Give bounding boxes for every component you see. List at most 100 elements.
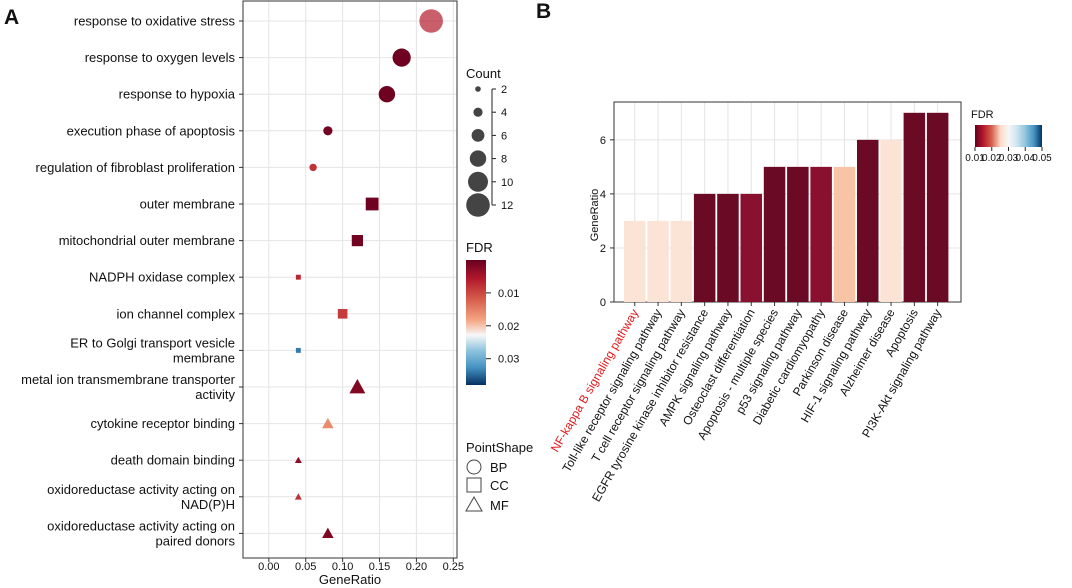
fdr-legend-b: FDR 0.010.020.030.040.05 xyxy=(965,109,1052,164)
bar xyxy=(740,193,762,302)
count-legend-dot xyxy=(469,150,487,167)
bar xyxy=(670,220,693,302)
cc-shape-icon xyxy=(466,477,482,493)
term-label: outer membrane xyxy=(140,197,235,212)
shape-legend: PointShape BP CC MF xyxy=(465,440,533,513)
dot-plot-grid xyxy=(243,1,457,558)
term-points xyxy=(294,9,443,538)
term-label-line: ion channel complex xyxy=(116,306,235,321)
fdr-legend-b-title: FDR xyxy=(971,109,994,121)
shape-legend-mf: MF xyxy=(490,498,509,513)
fdr-b-tick-label: 0.04 xyxy=(1016,153,1036,164)
count-legend: Count 2 4 6 8 10 12 xyxy=(466,66,513,217)
count-legend-title: Count xyxy=(466,66,501,81)
bar xyxy=(647,220,669,302)
term-label: response to hypoxia xyxy=(119,87,236,102)
term-point-cc xyxy=(351,235,363,247)
term-labels: response to oxidative stress response to … xyxy=(21,14,243,548)
count-legend-dot xyxy=(468,171,488,192)
bar xyxy=(693,193,716,302)
term-label-line: metal ion transmembrane transporter xyxy=(21,372,236,387)
shape-legend-bp: BP xyxy=(490,460,507,475)
term-label: cytokine receptor binding xyxy=(90,416,235,431)
y-axis-ticks: 0 2 4 6 xyxy=(600,135,614,309)
bar xyxy=(880,139,902,302)
bar xyxy=(810,166,832,302)
term-point-mf xyxy=(294,456,302,463)
fdr-colorbar-b xyxy=(975,125,1042,147)
bar-y-tick-label: 2 xyxy=(600,243,606,255)
term-label: death domain binding xyxy=(111,453,235,468)
count-legend-label: 12 xyxy=(501,200,513,212)
term-point-mf xyxy=(349,379,366,394)
mf-shape-icon xyxy=(465,495,483,512)
term-label-line: death domain binding xyxy=(111,453,235,468)
fdr-b-tick-label: 0.01 xyxy=(965,153,985,164)
term-label: response to oxygen levels xyxy=(85,50,236,65)
term-point-bp xyxy=(392,48,411,67)
x-tick-label: 0.15 xyxy=(369,561,390,573)
term-label-line: execution phase of apoptosis xyxy=(67,123,236,138)
count-legend-dot xyxy=(471,129,485,142)
term-point-mf xyxy=(322,527,334,538)
fdr-b-tick-label: 0.05 xyxy=(1032,153,1052,164)
bar xyxy=(763,166,786,302)
term-label: ER to Golgi transport vesicle membrane xyxy=(70,335,235,365)
term-label-line: paired donors xyxy=(156,533,236,548)
count-legend-label: 10 xyxy=(501,177,513,189)
fdr-b-tick-label: 0.02 xyxy=(982,153,1002,164)
bar xyxy=(926,112,949,302)
term-label: mitochondrial outer membrane xyxy=(59,233,235,248)
fdr-a-tick-label: 0.03 xyxy=(498,354,519,366)
term-label-line: NAD(P)H xyxy=(181,497,235,512)
fdr-a-tick-label: 0.02 xyxy=(498,321,519,333)
term-label-line: ER to Golgi transport vesicle xyxy=(70,335,235,350)
bar-y-tick-label: 0 xyxy=(600,297,606,309)
count-legend-label: 6 xyxy=(501,130,507,142)
term-label-line: oxidoreductase activity acting on xyxy=(47,518,235,533)
fdr-legend-a-title: FDR xyxy=(466,240,493,255)
term-label-line: cytokine receptor binding xyxy=(90,416,235,431)
shape-legend-title: PointShape xyxy=(466,440,533,455)
term-point-bp xyxy=(419,9,443,33)
term-label: oxidoreductase activity acting on paired … xyxy=(47,518,235,548)
term-label-line: regulation of fibroblast proliferation xyxy=(36,160,235,175)
term-point-bp xyxy=(323,126,333,136)
term-label-line: response to hypoxia xyxy=(119,87,236,102)
term-label: oxidoreductase activity acting on NAD(P)H xyxy=(47,482,235,512)
term-label: response to oxidative stress xyxy=(74,14,236,29)
bar-y-tick-label: 6 xyxy=(600,135,606,147)
bar xyxy=(624,220,646,302)
bar xyxy=(903,112,926,302)
term-label-line: oxidoreductase activity acting on xyxy=(47,482,235,497)
dot-plot-frame xyxy=(242,0,458,559)
x-tick-label: 0.00 xyxy=(258,561,279,573)
count-legend-dot xyxy=(466,193,490,217)
x-tick-label: 0.20 xyxy=(406,561,427,573)
term-point-bp xyxy=(378,86,396,103)
bp-shape-icon xyxy=(466,459,482,475)
term-label: NADPH oxidase complex xyxy=(89,270,235,285)
term-point-mf xyxy=(294,493,302,500)
term-label-line: NADPH oxidase complex xyxy=(89,270,235,285)
bar xyxy=(857,139,879,302)
count-legend-label: 4 xyxy=(501,107,507,119)
dot-plot-panel-a: response to oxidative stress response to … xyxy=(21,0,464,587)
term-point-bp xyxy=(309,163,317,172)
fdr-b-tick-label: 0.03 xyxy=(999,153,1019,164)
shape-legend-cc: CC xyxy=(490,478,509,493)
fdr-a-tick-label: 0.01 xyxy=(498,288,519,300)
x-axis-title: GeneRatio xyxy=(319,572,381,587)
y-axis-title: GeneRatio xyxy=(589,189,601,242)
panel-label-b: B xyxy=(536,0,551,23)
fdr-colorbar-a xyxy=(466,260,486,385)
x-axis-ticks: 0.00 0.05 0.10 0.15 0.20 0.25 xyxy=(258,558,464,573)
term-label: metal ion transmembrane transporter activ… xyxy=(21,372,236,402)
term-label-line: activity xyxy=(195,387,235,402)
term-label-line: outer membrane xyxy=(140,197,235,212)
bar xyxy=(787,166,809,302)
term-point-cc xyxy=(295,274,301,280)
panel-label-a: A xyxy=(4,6,19,29)
